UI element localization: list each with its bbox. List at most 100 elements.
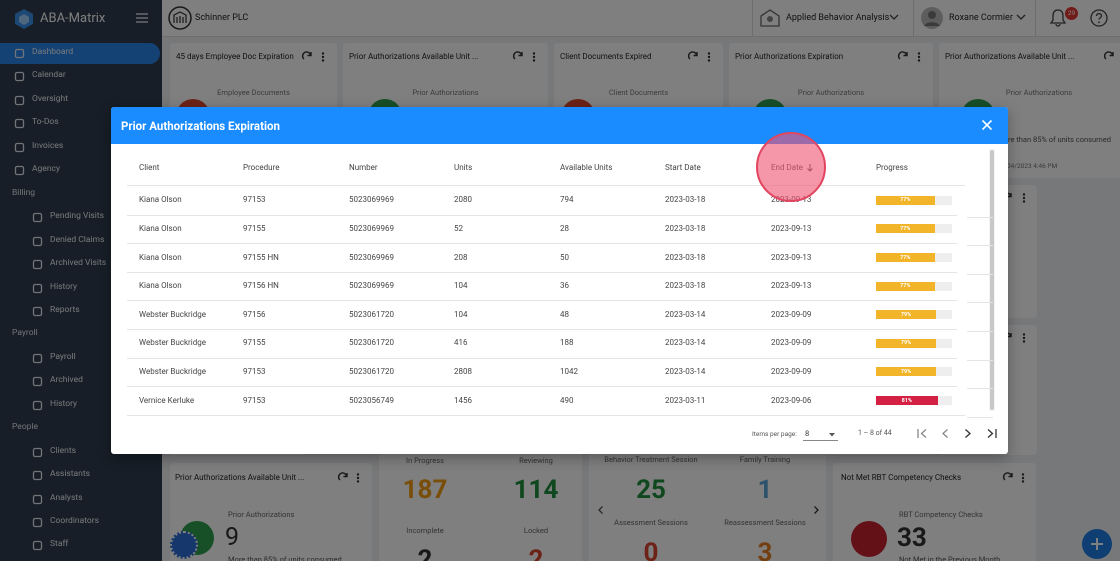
table-cell: 28 — [560, 223, 569, 233]
table-cell: 2023-09-13 — [771, 281, 812, 291]
row-divider — [127, 414, 965, 416]
progress-label: 77% — [900, 283, 911, 290]
table-cell: 97155 — [243, 223, 266, 233]
table-cell: 2023-03-18 — [665, 281, 706, 291]
table-cell: 97153 — [243, 195, 266, 205]
row-divider — [127, 300, 957, 302]
row-divider — [127, 271, 957, 273]
items-per-page-caret[interactable] — [829, 433, 835, 437]
table-cell: 188 — [560, 338, 574, 348]
table-cell: 97156 — [243, 309, 266, 319]
table-cell: 208 — [454, 252, 468, 262]
row-divider-extra — [967, 216, 993, 218]
table-cell: 36 — [560, 281, 569, 291]
scrollbar-thumb — [990, 150, 994, 410]
table-cell: 2023-09-09 — [771, 338, 812, 348]
progress-label: 77% — [900, 225, 911, 232]
items-per-page-underline — [803, 440, 838, 441]
row-divider-extra — [967, 359, 993, 361]
progress-fill — [876, 253, 935, 262]
table-cell: 97153 — [243, 395, 266, 405]
row-divider-extra — [967, 331, 993, 332]
table-cell: Webster Buckridge — [139, 366, 206, 376]
progress-label: 77% — [900, 197, 911, 204]
table-cell: 794 — [560, 195, 574, 205]
table-cell: 2023-03-14 — [665, 309, 706, 319]
table-cell: 416 — [454, 338, 468, 348]
table-cell: Webster Buckridge — [139, 309, 206, 319]
table-cell: 5023061720 — [349, 309, 394, 319]
row-divider-extra — [967, 245, 993, 247]
table-cell: Kiana Olson — [139, 281, 182, 291]
progress-fill — [876, 224, 935, 234]
column-header[interactable]: Start Date — [665, 163, 701, 172]
progress-label: 79% — [900, 368, 912, 375]
row-divider-extra — [967, 302, 993, 304]
table-cell: Kiana Olson — [139, 223, 182, 233]
row-divider-extra — [967, 388, 993, 390]
table-cell: Kiana Olson — [139, 195, 182, 205]
table-cell: 2023-09-13 — [771, 252, 812, 262]
first-page[interactable] — [917, 429, 927, 438]
row-divider — [127, 243, 957, 245]
progress-fill — [876, 396, 938, 405]
progress-fill — [876, 310, 937, 320]
table-cell: 97155 HN — [243, 252, 279, 262]
row-divider — [127, 357, 957, 359]
modal: Prior Authorizations Expiration Client Pro… — [111, 107, 1008, 454]
header-divider — [127, 185, 965, 186]
column-header[interactable]: Number — [349, 163, 378, 172]
table-cell: 5023069969 — [349, 252, 394, 262]
table-cell: 2080 — [454, 195, 472, 205]
last-page[interactable] — [987, 429, 997, 438]
modal-title: Prior Authorizations Expiration — [121, 119, 280, 133]
table-cell: 2023-09-06 — [771, 395, 812, 405]
table-cell: Kiana Olson — [139, 252, 182, 262]
table-cell: 104 — [454, 309, 468, 319]
table-cell: 97155 — [243, 338, 266, 348]
table-cell: 2808 — [454, 366, 472, 376]
progress-fill — [876, 195, 935, 205]
column-header[interactable]: Available Units — [560, 163, 613, 172]
progress-fill — [876, 367, 937, 377]
range-label: 1 – 8 of 44 — [858, 429, 892, 437]
row-divider — [127, 386, 957, 388]
column-header[interactable]: Client — [139, 163, 160, 172]
table-cell: 5023069969 — [349, 223, 394, 233]
table-cell: 2023-03-14 — [665, 366, 706, 376]
column-header[interactable]: Units — [454, 163, 473, 172]
progress-fill — [876, 338, 937, 348]
progress-fill — [876, 281, 935, 291]
prev-page[interactable] — [942, 429, 948, 438]
row-divider-extra — [967, 273, 993, 275]
table-cell: 2023-09-09 — [771, 309, 812, 319]
progress-label: 81% — [901, 397, 912, 404]
table-cell: 5023056749 — [349, 395, 394, 405]
progress-label: 77% — [900, 254, 911, 261]
table-cell: Webster Buckridge — [139, 338, 206, 348]
items-per-page-label: Items per page: — [752, 430, 797, 438]
table-cell: 2023-03-14 — [665, 338, 706, 348]
column-header[interactable]: Progress — [876, 163, 908, 172]
table-cell: Vernice Kerluke — [139, 395, 195, 405]
row-divider — [127, 329, 957, 330]
click-highlight — [756, 132, 826, 202]
progress-label: 79% — [900, 340, 912, 347]
table-cell: 52 — [454, 223, 463, 233]
table-cell: 2023-03-18 — [665, 252, 706, 262]
next-page[interactable] — [965, 429, 971, 438]
table-cell: 5023069969 — [349, 281, 394, 291]
table-cell: 97153 — [243, 366, 266, 376]
table-cell: 2023-09-13 — [771, 223, 812, 233]
column-header[interactable]: Procedure — [243, 163, 280, 172]
modal-close[interactable] — [981, 119, 993, 131]
table-cell: 97156 HN — [243, 281, 279, 291]
table-cell: 1042 — [560, 366, 578, 376]
table-cell: 5023061720 — [349, 338, 394, 348]
items-per-page-value[interactable]: 8 — [805, 429, 810, 438]
row-divider — [127, 214, 957, 216]
table-cell: 2023-03-18 — [665, 223, 706, 233]
table-cell: 490 — [560, 395, 574, 405]
table-cell: 1456 — [454, 395, 472, 405]
